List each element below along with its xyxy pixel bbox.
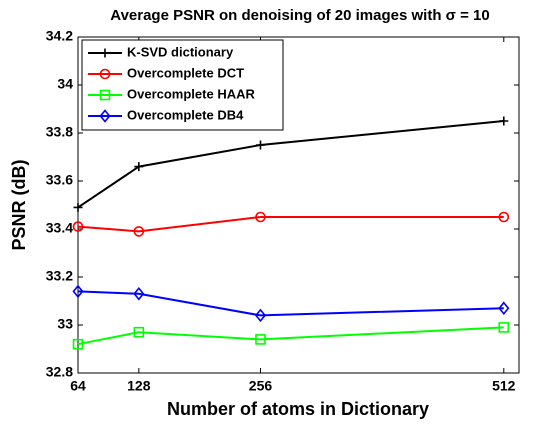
legend-label: K-SVD dictionary	[127, 44, 234, 59]
x-tick-label: 256	[249, 378, 273, 394]
x-axis-label: Number of atoms in Dictionary	[167, 399, 429, 419]
legend-label: Overcomplete DCT	[127, 65, 244, 80]
legend-label: Overcomplete HAAR	[127, 86, 255, 101]
data-point	[255, 211, 266, 223]
data-point	[498, 322, 510, 333]
series-line	[77, 120, 504, 209]
legend-marker	[100, 48, 110, 58]
data-point	[254, 308, 267, 323]
y-tick-label: 33.6	[46, 172, 73, 188]
data-point	[255, 140, 265, 150]
y-tick-label: 32.8	[46, 364, 73, 380]
data-point	[72, 221, 84, 232]
data-point	[499, 116, 509, 126]
y-tick-label: 33	[57, 316, 73, 332]
data-point	[498, 301, 510, 315]
x-tick-label: 128	[127, 378, 151, 394]
legend-marker	[99, 109, 111, 123]
y-tick-label: 34	[57, 76, 73, 92]
data-point	[255, 334, 266, 345]
series-line	[77, 290, 504, 317]
y-tick-label: 33.4	[46, 220, 73, 236]
legend-marker	[99, 68, 111, 80]
data-point	[73, 202, 83, 212]
legend-label: Overcomplete DB4	[127, 107, 244, 122]
data-point	[133, 287, 145, 301]
x-tick-label: 64	[70, 378, 86, 394]
chart-title: Average PSNR on denoising of 20 images w…	[110, 7, 489, 24]
data-point	[133, 226, 145, 237]
data-point	[133, 326, 145, 338]
y-axis-label: PSNR (dB)	[9, 160, 29, 251]
data-point	[498, 211, 510, 223]
data-point	[134, 162, 144, 172]
x-tick-label: 512	[492, 378, 516, 394]
legend-marker	[99, 89, 111, 101]
y-tick-label: 33.2	[46, 268, 73, 284]
data-point	[72, 284, 84, 299]
y-tick-label: 33.8	[46, 124, 73, 140]
y-tick-label: 34.2	[46, 28, 73, 44]
series-line	[77, 326, 504, 346]
series-line	[77, 216, 504, 233]
data-point	[72, 338, 84, 350]
